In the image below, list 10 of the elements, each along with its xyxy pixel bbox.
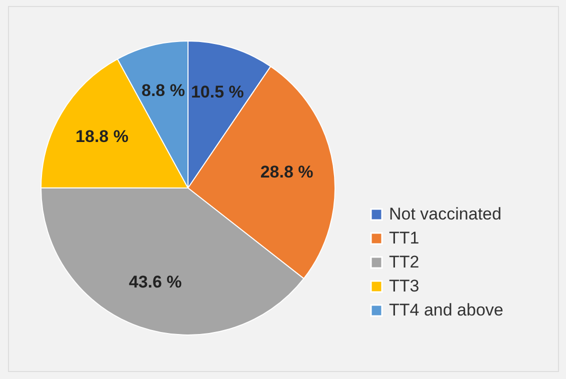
data-label: 8.8 %: [142, 81, 185, 100]
legend-label: TT1: [389, 228, 420, 248]
data-label: 10.5 %: [190, 82, 244, 102]
legend-label: TT2: [389, 252, 420, 272]
data-label: 28.8 %: [260, 162, 314, 182]
legend-label: TT4 and above: [389, 300, 504, 320]
legend-label: Not vaccinated: [389, 204, 502, 224]
legend-label: TT3: [389, 276, 420, 296]
data-label: 43.6 %: [128, 272, 182, 292]
data-label: 18.8 %: [76, 126, 128, 146]
